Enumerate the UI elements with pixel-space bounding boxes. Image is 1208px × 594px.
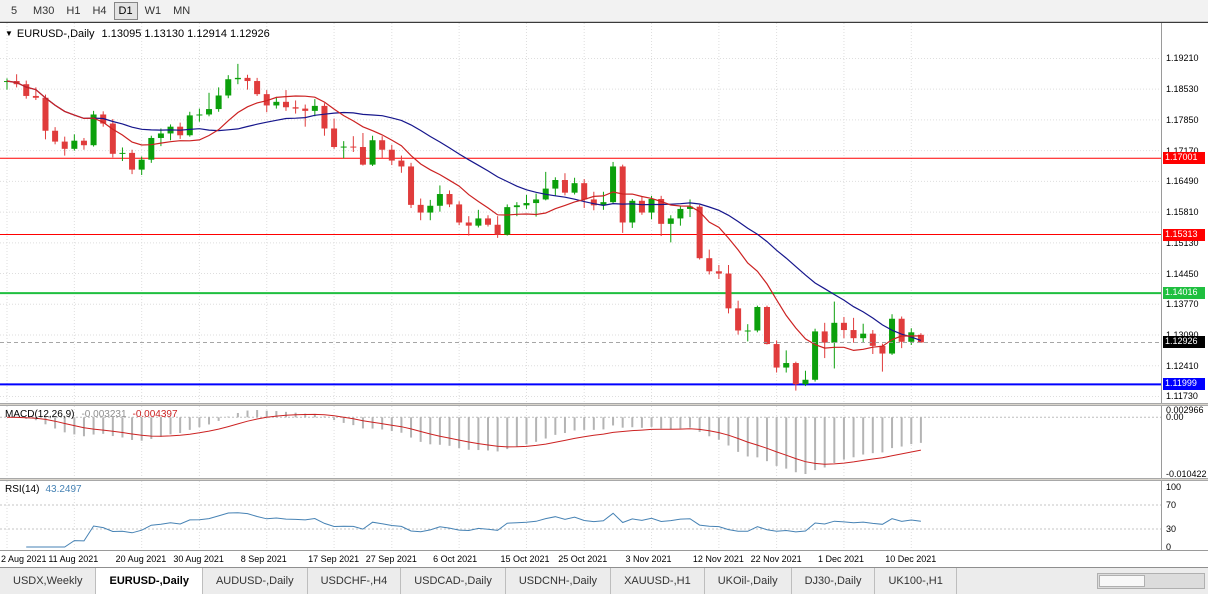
chart-tab-bar: USDX,Weekly EURUSD-,Daily AUDUSD-,Daily USD… <box>0 567 1208 594</box>
macd-name: MACD(12,26,9) <box>5 409 75 420</box>
timeframe-button-mn[interactable]: MN <box>173 4 191 17</box>
macd-value-signal: -0.004397 <box>132 409 178 420</box>
panel-splitter-rsi[interactable] <box>0 478 1208 481</box>
timeframe-button-5[interactable]: 5 <box>10 4 18 17</box>
date-axis-label: 25 Oct 2021 <box>558 554 608 564</box>
rsi-indicator-label: RSI(14) 43.2497 <box>5 484 82 495</box>
rsi-axis-label: 30 <box>1166 524 1177 534</box>
rsi-panel-canvas[interactable] <box>0 481 1161 550</box>
macd-value-main: -0.003231 <box>81 409 127 420</box>
horizontal-lines <box>0 157 1161 386</box>
moving-average-10 <box>6 80 921 352</box>
macd-axis-zero: 0.00 <box>1166 412 1184 423</box>
timeframe-button-m30[interactable]: M30 <box>33 4 55 17</box>
timeframe-button-h4[interactable]: H4 <box>92 4 107 17</box>
date-axis-label: 12 Nov 2021 <box>692 554 744 564</box>
panel-splitter-macd[interactable] <box>0 403 1208 406</box>
price-axis-label: 1.13090 <box>1166 330 1199 341</box>
price-axis-label: 1.19210 <box>1166 53 1199 64</box>
chart-tab-usdcnh-daily[interactable]: USDCNH-,Daily <box>505 568 612 594</box>
rsi-value: 43.2497 <box>45 484 82 495</box>
date-axis-label: 20 Aug 2021 <box>115 554 167 564</box>
grid <box>0 23 1161 403</box>
date-axis-label: 6 Oct 2021 <box>433 554 478 564</box>
price-axis-label: 1.11730 <box>1166 391 1198 402</box>
price-axis-label: 1.16490 <box>1166 176 1199 187</box>
price-line-tag: 1.11999 <box>1163 378 1205 391</box>
macd-axis-max: 0.002966 <box>1166 405 1204 415</box>
price-axis-label: 1.14450 <box>1166 268 1199 279</box>
price-line-tag: 1.17001 <box>1163 152 1205 165</box>
price-axis[interactable]: 1.19210 1.18530 1.17850 1.17170 1.16490 1.158… <box>1161 23 1208 552</box>
chart-tab-usdx-weekly[interactable]: USDX,Weekly <box>0 568 97 594</box>
date-axis-label: 15 Oct 2021 <box>500 554 550 564</box>
price-line-tag: 1.15313 <box>1163 228 1205 241</box>
price-axis-label: 1.15810 <box>1166 207 1199 218</box>
tab-scrollbar[interactable] <box>1097 573 1205 589</box>
price-axis-label: 1.13770 <box>1166 299 1199 310</box>
chart-title: ▼ EURUSD-,Daily 1.13095 1.13130 1.12914 1.… <box>5 28 270 40</box>
chart-tab-dj30-daily[interactable]: DJ30-,Daily <box>791 568 876 594</box>
rsi-line <box>26 512 921 548</box>
bid-price-tag: 1.12926 <box>1163 336 1205 349</box>
rsi-axis-label: 0 <box>1166 542 1172 552</box>
timeframe-button-d1[interactable]: D1 <box>113 1 138 20</box>
rsi-axis-label: 100 <box>1166 482 1182 492</box>
price-line-tag: 1.14016 <box>1163 287 1205 300</box>
date-axis-label: 3 Nov 2021 <box>625 554 672 564</box>
price-axis-label: 1.12410 <box>1166 360 1199 371</box>
macd-panel-canvas[interactable] <box>0 406 1161 478</box>
chart-tab-ukoil-daily[interactable]: UKOil-,Daily <box>704 568 792 594</box>
timeframe-button-h1[interactable]: H1 <box>66 4 81 17</box>
moving-average-21 <box>6 80 922 341</box>
timeframe-button-w1[interactable]: W1 <box>144 4 162 17</box>
chart-window[interactable]: ▼ EURUSD-,Daily 1.13095 1.13130 1.12914 1.… <box>0 22 1208 567</box>
price-axis-label: 1.15130 <box>1166 237 1199 248</box>
rsi-name: RSI(14) <box>5 484 40 495</box>
macd-indicator-label: MACD(12,26,9) -0.003231 -0.004397 <box>5 409 178 420</box>
chart-tab-audusd-daily[interactable]: AUDUSD-,Daily <box>202 568 308 594</box>
date-axis-label: 11 Aug 2021 <box>48 554 99 564</box>
chart-symbol-period: EURUSD-,Daily <box>16 28 95 40</box>
macd-signal-line <box>6 413 921 465</box>
price-axis-label: 1.18530 <box>1166 84 1199 95</box>
date-axis-label: 30 Aug 2021 <box>173 554 224 564</box>
date-axis-label: 8 Sep 2021 <box>240 554 287 564</box>
date-axis-label: 22 Nov 2021 <box>750 554 802 564</box>
chart-tab-eurusd-daily[interactable]: EURUSD-,Daily <box>96 568 203 594</box>
time-axis[interactable]: 2 Aug 2021 11 Aug 2021 20 Aug 2021 30 Aug 2… <box>0 550 1208 567</box>
one-click-trading-toggle-icon[interactable]: ▼ <box>5 29 13 38</box>
date-axis-label: 2 Aug 2021 <box>1 554 47 564</box>
macd-axis-min: -0.010422 <box>1166 469 1207 479</box>
chart-tab-xauusd-h1[interactable]: XAUUSD-,H1 <box>611 568 705 594</box>
price-axis-label: 1.17850 <box>1166 114 1199 125</box>
chart-tab-usdcad-daily[interactable]: USDCAD-,Daily <box>401 568 506 594</box>
chart-tab-uk100-h1[interactable]: UK100-,H1 <box>875 568 957 594</box>
price-axis-label: 1.17170 <box>1166 145 1199 156</box>
chart-ohlc-values: 1.13095 1.13130 1.12914 1.12926 <box>101 28 270 40</box>
tab-scrollbar-thumb[interactable] <box>1099 575 1145 587</box>
price-chart-canvas[interactable] <box>0 23 1161 403</box>
timeframe-toolbar: 5 M30 H1 H4 D1 W1 MN <box>0 0 1208 22</box>
date-axis-label: 17 Sep 2021 <box>308 554 360 564</box>
date-axis-label: 1 Dec 2021 <box>817 554 864 564</box>
rsi-axis-label: 70 <box>1166 500 1177 510</box>
date-axis-label: 10 Dec 2021 <box>885 554 937 564</box>
chart-tab-usdchf-h4[interactable]: USDCHF-,H4 <box>307 568 402 594</box>
date-axis-label: 27 Sep 2021 <box>365 554 417 564</box>
